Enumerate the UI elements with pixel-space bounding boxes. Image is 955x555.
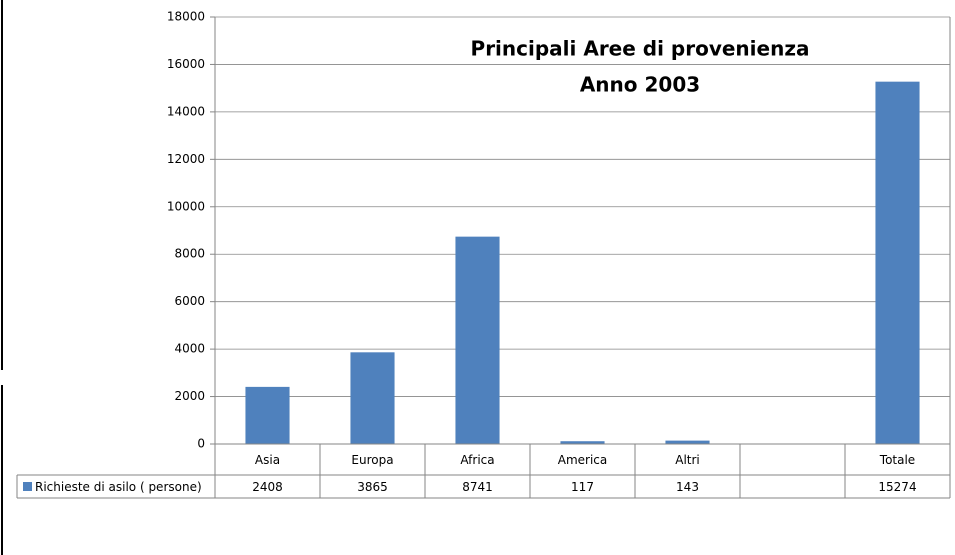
y-tick-label: 18000 xyxy=(167,10,205,24)
x-tick-label: Africa xyxy=(460,453,494,467)
y-tick-label: 2000 xyxy=(174,389,205,403)
y-tick-label: 4000 xyxy=(174,342,205,356)
table-value: 8741 xyxy=(462,480,493,494)
y-tick-label: 10000 xyxy=(167,199,205,213)
x-tick-label: Altri xyxy=(675,453,700,467)
chart-subtitle: Anno 2003 xyxy=(580,73,700,97)
table-value: 143 xyxy=(676,480,699,494)
x-tick-label: Totale xyxy=(879,453,915,467)
table-value: 3865 xyxy=(357,480,388,494)
bar xyxy=(245,386,290,444)
y-tick-label: 0 xyxy=(197,437,205,451)
bar xyxy=(455,236,500,444)
table-value: 117 xyxy=(571,480,594,494)
y-tick-label: 8000 xyxy=(174,247,205,261)
y-tick-label: 12000 xyxy=(167,152,205,166)
bar xyxy=(560,441,605,444)
bar xyxy=(875,81,920,444)
y-tick-label: 16000 xyxy=(167,57,205,71)
y-tick-label: 6000 xyxy=(174,294,205,308)
table-value: 2408 xyxy=(252,480,283,494)
y-tick-label: 14000 xyxy=(167,104,205,118)
legend-label: Richieste di asilo ( persone) xyxy=(35,480,202,494)
bar xyxy=(350,352,395,444)
x-tick-label: America xyxy=(558,453,608,467)
bar xyxy=(665,440,710,444)
chart-title: Principali Aree di provenienza xyxy=(471,37,810,61)
table-value: 15274 xyxy=(878,480,916,494)
legend-swatch xyxy=(23,482,32,491)
x-tick-label: Asia xyxy=(255,453,280,467)
x-tick-label: Europa xyxy=(351,453,393,467)
